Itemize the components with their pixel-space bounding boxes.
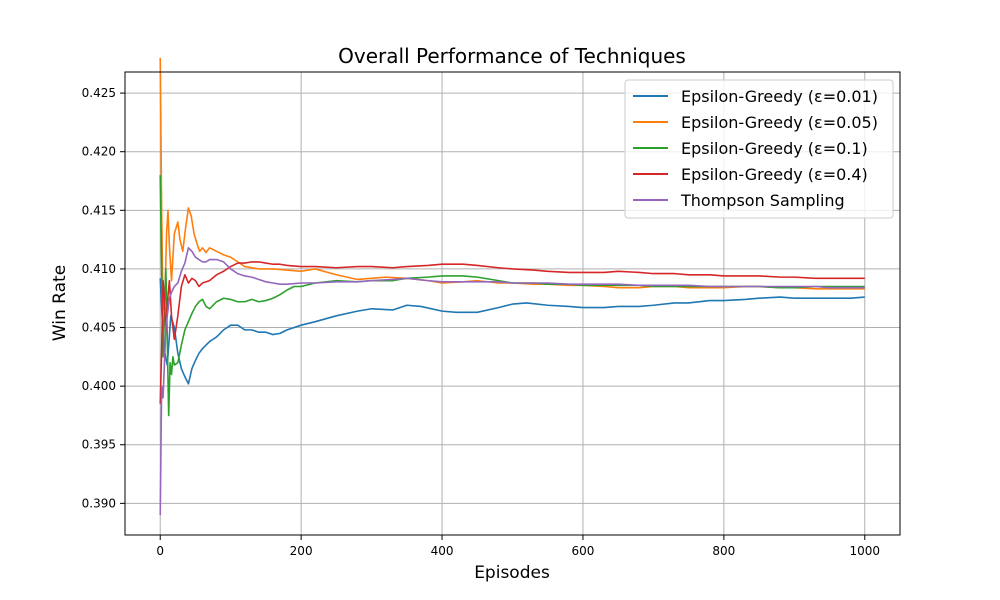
series-line-1 xyxy=(159,57,865,311)
y-tick-label: 0.410 xyxy=(82,262,116,276)
legend-label: Epsilon-Greedy (ε=0.01) xyxy=(681,87,878,106)
legend: Epsilon-Greedy (ε=0.01) Epsilon-Greedy (ε… xyxy=(624,79,894,219)
legend-label: Epsilon-Greedy (ε=0.1) xyxy=(681,139,868,158)
chart-title: Overall Performance of Techniques xyxy=(338,44,686,68)
series-line-4 xyxy=(159,247,865,516)
x-axis: 0 200 400 600 800 1000 xyxy=(156,535,880,558)
y-tick-label: 0.405 xyxy=(82,321,116,335)
x-tick-label: 400 xyxy=(431,544,454,558)
y-tick-label: 0.425 xyxy=(82,86,116,100)
series-line-2 xyxy=(159,175,865,417)
y-tick-label: 0.420 xyxy=(82,145,116,159)
x-tick-label: 600 xyxy=(572,544,595,558)
y-axis-label: Win Rate xyxy=(50,265,70,341)
y-tick-label: 0.415 xyxy=(82,203,116,217)
legend-label: Thompson Sampling xyxy=(680,191,845,210)
plot-frame xyxy=(124,71,901,536)
y-tick-label: 0.395 xyxy=(82,438,116,452)
legend-box xyxy=(624,79,894,219)
y-tick-label: 0.400 xyxy=(82,379,116,393)
x-tick-label: 1000 xyxy=(849,544,880,558)
series-line-0 xyxy=(159,278,865,385)
x-tick-label: 0 xyxy=(156,544,164,558)
y-tick-label: 0.390 xyxy=(82,496,116,510)
legend-label: Epsilon-Greedy (ε=0.4) xyxy=(681,165,868,184)
x-axis-label: Episodes xyxy=(474,563,550,583)
y-axis: 0.390 0.395 0.400 0.405 0.410 0.415 0.420 0.425 xyxy=(82,86,125,510)
x-tick-label: 200 xyxy=(290,544,313,558)
plot-series xyxy=(159,57,865,516)
x-tick-label: 800 xyxy=(712,544,735,558)
legend-label: Epsilon-Greedy (ε=0.05) xyxy=(681,113,878,132)
series-line-3 xyxy=(159,261,865,404)
